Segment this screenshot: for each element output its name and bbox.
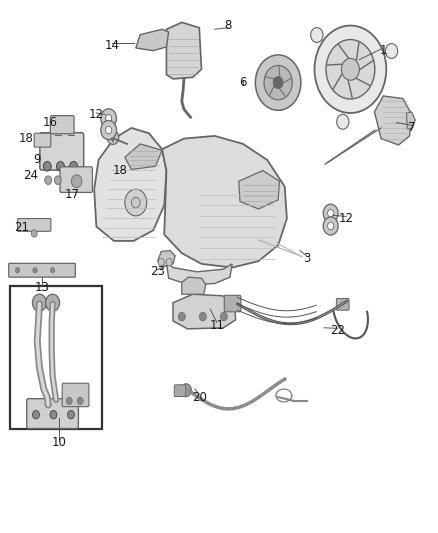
Circle shape <box>125 189 147 216</box>
Circle shape <box>199 312 206 321</box>
FancyBboxPatch shape <box>34 133 51 147</box>
Circle shape <box>323 204 338 222</box>
Circle shape <box>77 397 83 405</box>
Polygon shape <box>158 251 175 266</box>
Circle shape <box>57 161 64 171</box>
Circle shape <box>255 55 301 110</box>
Text: 17: 17 <box>65 188 80 201</box>
FancyBboxPatch shape <box>18 219 51 231</box>
Text: 10: 10 <box>52 436 67 449</box>
Polygon shape <box>239 171 279 209</box>
Circle shape <box>326 39 375 99</box>
Circle shape <box>342 59 359 80</box>
Circle shape <box>101 109 117 128</box>
Text: 23: 23 <box>150 265 165 278</box>
Circle shape <box>46 294 60 311</box>
Text: 7: 7 <box>408 122 416 134</box>
Circle shape <box>107 131 119 144</box>
Circle shape <box>106 126 112 134</box>
Text: 14: 14 <box>104 39 119 52</box>
Circle shape <box>311 28 323 43</box>
FancyBboxPatch shape <box>50 116 74 134</box>
Text: 16: 16 <box>43 116 58 129</box>
Polygon shape <box>173 294 236 329</box>
Text: 3: 3 <box>303 252 310 265</box>
Circle shape <box>178 312 185 321</box>
Circle shape <box>328 209 334 217</box>
Circle shape <box>181 384 191 397</box>
Circle shape <box>33 268 37 273</box>
FancyBboxPatch shape <box>62 383 89 407</box>
Polygon shape <box>166 22 201 79</box>
FancyBboxPatch shape <box>40 133 84 170</box>
Circle shape <box>50 410 57 419</box>
Circle shape <box>166 259 172 266</box>
Circle shape <box>32 410 39 419</box>
Circle shape <box>131 197 140 208</box>
Circle shape <box>71 175 82 188</box>
Text: 11: 11 <box>209 319 224 332</box>
Polygon shape <box>406 112 415 129</box>
Circle shape <box>45 176 52 184</box>
Text: 21: 21 <box>14 221 29 233</box>
Text: 18: 18 <box>19 132 34 145</box>
FancyBboxPatch shape <box>9 263 75 277</box>
Polygon shape <box>166 262 232 285</box>
Circle shape <box>67 410 74 419</box>
Circle shape <box>273 77 283 88</box>
Circle shape <box>337 114 349 129</box>
FancyBboxPatch shape <box>336 298 349 310</box>
Text: 6: 6 <box>239 76 247 89</box>
Circle shape <box>323 217 338 235</box>
Circle shape <box>264 66 292 100</box>
Polygon shape <box>136 29 169 51</box>
Text: 12: 12 <box>89 108 104 121</box>
Polygon shape <box>125 144 162 169</box>
Text: 8: 8 <box>224 19 231 32</box>
Circle shape <box>31 230 37 237</box>
Circle shape <box>314 26 386 113</box>
FancyBboxPatch shape <box>60 167 92 192</box>
Polygon shape <box>182 277 206 294</box>
FancyBboxPatch shape <box>224 295 241 312</box>
Circle shape <box>385 44 398 59</box>
Circle shape <box>158 259 164 266</box>
Text: 20: 20 <box>192 391 207 403</box>
FancyBboxPatch shape <box>27 399 78 429</box>
Text: 24: 24 <box>23 169 38 182</box>
Circle shape <box>70 161 78 171</box>
Circle shape <box>66 397 72 405</box>
FancyBboxPatch shape <box>174 385 186 397</box>
Circle shape <box>43 161 51 171</box>
Text: 12: 12 <box>339 212 353 225</box>
Circle shape <box>106 115 112 122</box>
Circle shape <box>32 294 46 311</box>
Circle shape <box>15 268 20 273</box>
Text: 22: 22 <box>330 324 345 337</box>
Circle shape <box>54 176 61 184</box>
Circle shape <box>101 120 117 140</box>
Polygon shape <box>162 136 287 268</box>
Text: 13: 13 <box>34 281 49 294</box>
Circle shape <box>50 268 55 273</box>
FancyBboxPatch shape <box>10 286 102 429</box>
Circle shape <box>220 312 227 321</box>
Text: 1: 1 <box>379 44 387 57</box>
Polygon shape <box>374 96 412 145</box>
Polygon shape <box>94 128 166 241</box>
Text: 18: 18 <box>113 164 128 177</box>
Text: 9: 9 <box>33 154 41 166</box>
Circle shape <box>328 222 334 230</box>
